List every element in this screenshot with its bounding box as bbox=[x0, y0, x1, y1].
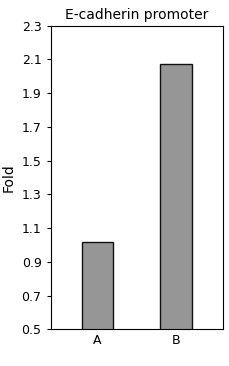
Title: E-cadherin promoter: E-cadherin promoter bbox=[65, 8, 208, 22]
Y-axis label: Fold: Fold bbox=[2, 163, 16, 192]
Bar bbox=[82, 242, 113, 366]
Bar bbox=[160, 64, 191, 366]
